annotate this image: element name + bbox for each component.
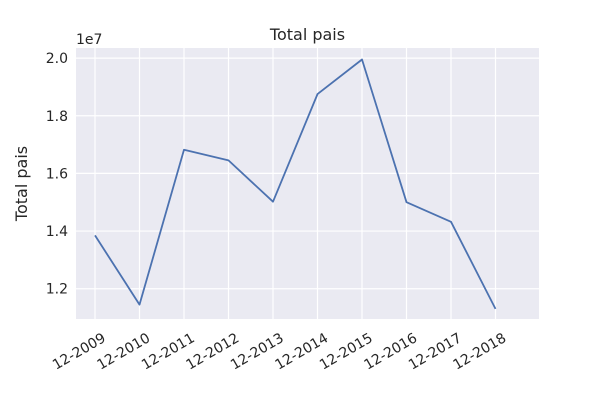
y-tick-label: 2.0 bbox=[46, 51, 68, 67]
y-axis-offset-label: 1e7 bbox=[76, 32, 102, 48]
y-tick-label: 1.6 bbox=[46, 166, 68, 182]
series-layer bbox=[94, 58, 497, 310]
y-tick-label: 1.2 bbox=[46, 282, 68, 298]
series-line bbox=[94, 58, 497, 310]
y-tick-label: 1.4 bbox=[46, 224, 68, 240]
chart-title: Total pais bbox=[269, 25, 345, 44]
plot-area bbox=[76, 48, 539, 319]
y-axis-label: Total pais bbox=[12, 146, 31, 222]
y-tick-label: 1.8 bbox=[46, 109, 68, 125]
